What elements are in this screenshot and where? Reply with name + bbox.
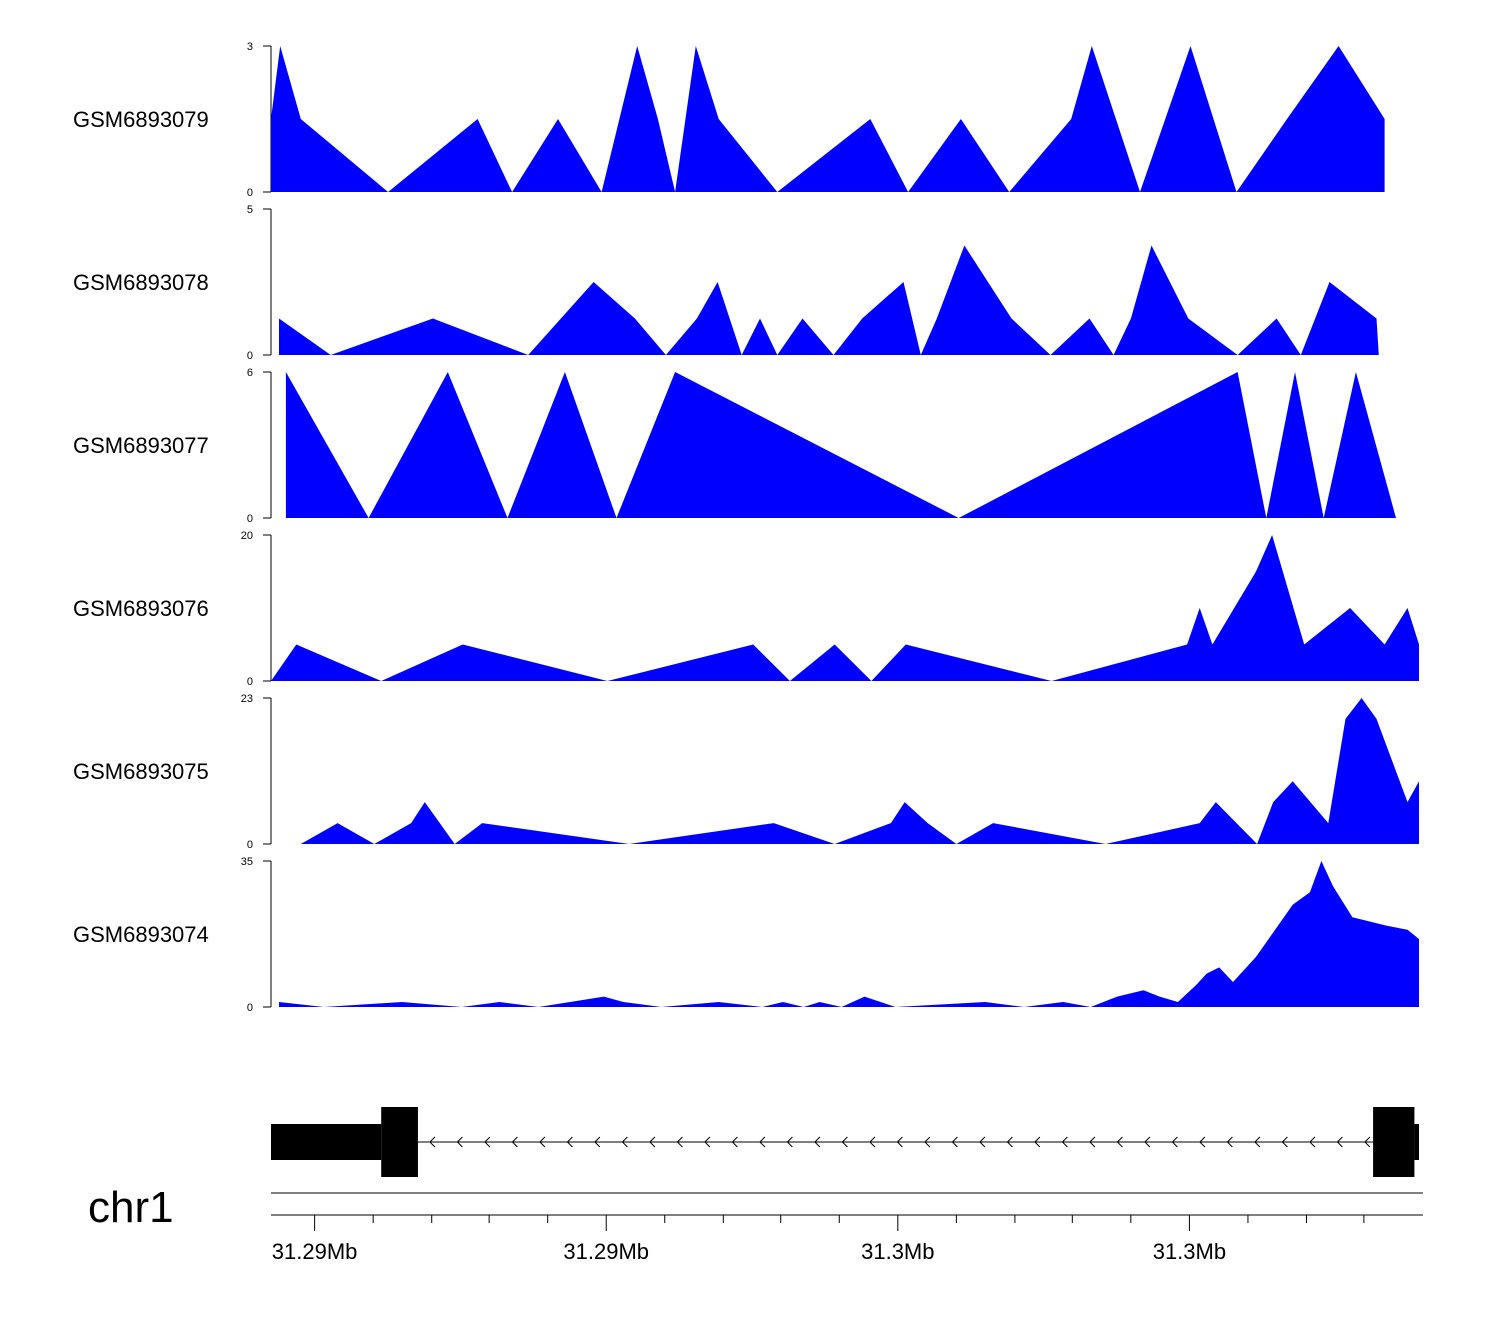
signal-area bbox=[279, 245, 1379, 355]
strand-arrow bbox=[1061, 1136, 1068, 1148]
strand-arrow bbox=[456, 1136, 463, 1148]
track-GSM6893077: GSM6893077 6 0 bbox=[73, 367, 1396, 525]
strand-arrow bbox=[786, 1136, 793, 1148]
strand-arrow bbox=[566, 1136, 573, 1148]
y-tick-label-min: 0 bbox=[247, 676, 253, 688]
y-tick-label-max: 20 bbox=[241, 530, 253, 542]
axis-tick-label: 31.29Mb bbox=[272, 1239, 358, 1264]
strand-arrow bbox=[841, 1136, 848, 1148]
strand-arrow bbox=[676, 1136, 683, 1148]
y-tick-label-min: 0 bbox=[247, 1002, 253, 1014]
genome-axis: 31.29Mb 31.29Mb 31.3Mb 31.3Mb bbox=[271, 1192, 1423, 1264]
strand-arrow bbox=[1336, 1136, 1343, 1148]
strand-arrow bbox=[731, 1136, 738, 1148]
signal-area bbox=[271, 46, 1385, 192]
strand-arrow bbox=[1199, 1136, 1206, 1148]
exon-cds bbox=[1373, 1107, 1415, 1177]
strand-arrow bbox=[1034, 1136, 1041, 1148]
track-label: GSM6893078 bbox=[73, 270, 209, 295]
signal-tracks: GSM689307930GSM689307850GSM689307760GSM6… bbox=[73, 41, 1419, 1014]
track-GSM6893075: GSM6893075 23 0 bbox=[73, 693, 1419, 851]
track-label: GSM6893075 bbox=[73, 759, 209, 784]
track-label: GSM6893076 bbox=[73, 596, 209, 621]
signal-area bbox=[300, 698, 1419, 844]
track-GSM6893076: GSM6893076 20 0 bbox=[73, 530, 1419, 688]
y-tick-label-max: 3 bbox=[247, 41, 253, 53]
strand-arrow bbox=[1309, 1136, 1316, 1148]
strand-arrow bbox=[1171, 1136, 1178, 1148]
strand-arrow bbox=[1089, 1136, 1096, 1148]
track-label: GSM6893079 bbox=[73, 107, 209, 132]
y-tick-label-min: 0 bbox=[247, 839, 253, 851]
strand-arrow bbox=[621, 1136, 628, 1148]
strand-arrow bbox=[1254, 1136, 1261, 1148]
strand-arrow bbox=[484, 1136, 491, 1148]
strand-arrow bbox=[704, 1136, 711, 1148]
signal-area bbox=[271, 535, 1419, 681]
strand-arrow bbox=[1006, 1136, 1013, 1148]
signal-area bbox=[279, 861, 1419, 1007]
axis-tick-label: 31.29Mb bbox=[563, 1239, 649, 1264]
exon-cds bbox=[381, 1107, 418, 1177]
track-GSM6893078: GSM6893078 5 0 bbox=[73, 204, 1379, 362]
strand-arrow bbox=[594, 1136, 601, 1148]
strand-arrow bbox=[1226, 1136, 1233, 1148]
chromosome-label: chr1 bbox=[88, 1183, 174, 1232]
track-GSM6893074: GSM6893074 35 0 bbox=[73, 856, 1419, 1014]
axis-tick-label: 31.3Mb bbox=[861, 1239, 934, 1264]
strand-arrow bbox=[429, 1136, 436, 1148]
strand-arrow bbox=[511, 1136, 518, 1148]
strand-arrow bbox=[1116, 1136, 1123, 1148]
track-label: GSM6893074 bbox=[73, 922, 209, 947]
strand-arrow bbox=[1364, 1136, 1371, 1148]
strand-arrow bbox=[951, 1136, 958, 1148]
strand-arrow bbox=[814, 1136, 821, 1148]
y-tick-label-min: 0 bbox=[247, 513, 253, 525]
exon-utr bbox=[1414, 1124, 1419, 1160]
strand-arrow bbox=[539, 1136, 546, 1148]
gene-model-track bbox=[271, 1107, 1419, 1177]
axis-tick-label: 31.3Mb bbox=[1153, 1239, 1226, 1264]
strand-arrow bbox=[896, 1136, 903, 1148]
track-GSM6893079: GSM6893079 3 0 bbox=[73, 41, 1385, 199]
strand-arrow bbox=[649, 1136, 656, 1148]
track-label: GSM6893077 bbox=[73, 433, 209, 458]
strand-arrow bbox=[759, 1136, 766, 1148]
strand-arrow bbox=[979, 1136, 986, 1148]
strand-arrow bbox=[1144, 1136, 1151, 1148]
exon-utr bbox=[271, 1124, 382, 1160]
strand-arrow bbox=[924, 1136, 931, 1148]
strand-arrow bbox=[869, 1136, 876, 1148]
y-tick-label-max: 35 bbox=[241, 856, 253, 868]
signal-area bbox=[285, 372, 1396, 518]
y-tick-label-max: 5 bbox=[247, 204, 253, 216]
strand-arrow bbox=[1281, 1136, 1288, 1148]
y-tick-label-max: 6 bbox=[247, 367, 253, 379]
y-tick-label-min: 0 bbox=[247, 187, 253, 199]
y-tick-label-min: 0 bbox=[247, 350, 253, 362]
y-tick-label-max: 23 bbox=[241, 693, 253, 705]
